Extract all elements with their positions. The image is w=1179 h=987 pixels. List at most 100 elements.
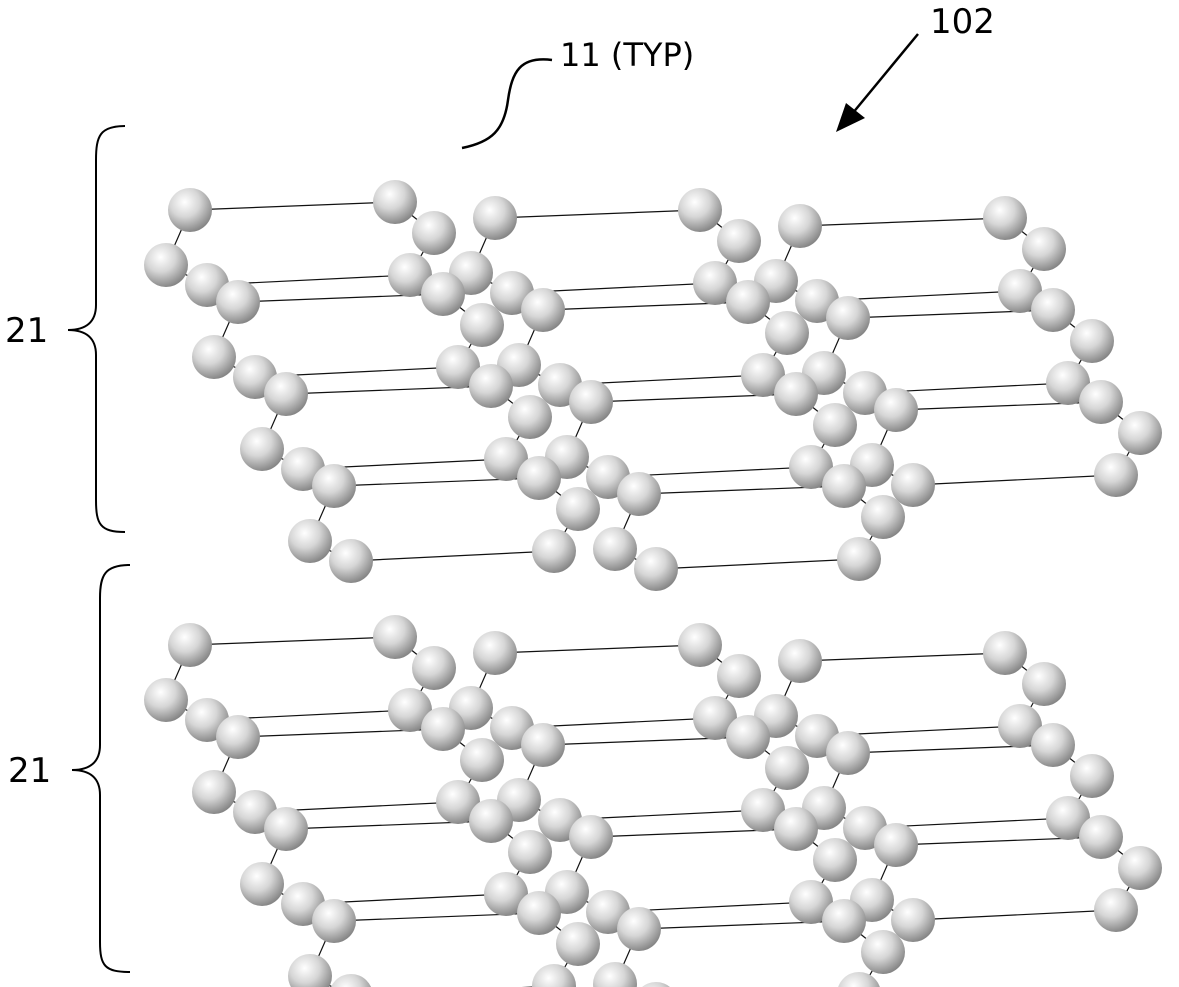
atom-sphere bbox=[330, 974, 372, 987]
atom-sphere bbox=[460, 303, 504, 347]
atom-sphere bbox=[484, 437, 528, 481]
layer-label-top: 21 bbox=[5, 311, 48, 351]
atom-sphere bbox=[874, 388, 918, 432]
atom-sphere bbox=[861, 495, 905, 539]
atom-sphere bbox=[412, 646, 456, 690]
atom-sphere bbox=[726, 715, 770, 759]
atom-sphere bbox=[717, 219, 761, 263]
atom-sphere bbox=[891, 463, 935, 507]
bond-line bbox=[912, 909, 1117, 921]
atom-sphere bbox=[569, 380, 613, 424]
ref-arrow-shaft bbox=[851, 33, 919, 115]
atom-sphere bbox=[774, 807, 818, 851]
layer-brace-top bbox=[67, 125, 126, 533]
atom-sphere bbox=[312, 464, 356, 508]
atom-sphere bbox=[192, 770, 236, 814]
atom-sphere bbox=[1022, 662, 1066, 706]
atom-sphere bbox=[678, 623, 722, 667]
atom-sphere bbox=[532, 964, 576, 987]
atom-sphere bbox=[1046, 796, 1090, 840]
atom-sphere bbox=[789, 445, 833, 489]
atom-sphere bbox=[861, 930, 905, 974]
atom-sphere bbox=[678, 188, 722, 232]
atom-sphere bbox=[312, 899, 356, 943]
atom-sphere bbox=[469, 364, 513, 408]
atom-sphere bbox=[521, 723, 565, 767]
bond-line bbox=[799, 652, 1006, 662]
atom-sphere bbox=[412, 211, 456, 255]
atom-sphere bbox=[822, 899, 866, 943]
atom-sphere bbox=[436, 780, 480, 824]
atom-sphere bbox=[264, 372, 308, 416]
atom-sphere bbox=[998, 704, 1042, 748]
bond-line bbox=[912, 474, 1117, 486]
atom-sphere bbox=[813, 838, 857, 882]
atom-sphere bbox=[1070, 319, 1114, 363]
atom-sphere bbox=[288, 954, 332, 987]
atom-sphere bbox=[826, 296, 870, 340]
atom-sphere bbox=[741, 788, 785, 832]
atom-sphere bbox=[264, 807, 308, 851]
atom-sphere bbox=[517, 891, 561, 935]
atom-sphere bbox=[532, 529, 576, 573]
atom-sphere bbox=[421, 272, 465, 316]
atom-sphere bbox=[778, 639, 822, 683]
atom-sphere bbox=[240, 427, 284, 471]
atom-sphere bbox=[517, 456, 561, 500]
bond-line bbox=[350, 550, 555, 562]
atom-sphere bbox=[1094, 888, 1138, 932]
atom-sphere bbox=[329, 539, 373, 583]
atom-sphere bbox=[144, 678, 188, 722]
bond-line bbox=[799, 217, 1006, 227]
atom-sphere bbox=[838, 972, 880, 987]
atom-sphere bbox=[569, 815, 613, 859]
atom-sphere bbox=[473, 196, 517, 240]
atom-sphere bbox=[436, 345, 480, 389]
atom-sphere bbox=[617, 907, 661, 951]
atom-sphere bbox=[789, 880, 833, 924]
atom-sphere bbox=[508, 395, 552, 439]
atom-sphere bbox=[983, 631, 1027, 675]
atom-sphere bbox=[288, 519, 332, 563]
atom-sphere bbox=[741, 353, 785, 397]
atom-sphere bbox=[484, 872, 528, 916]
atom-sphere bbox=[891, 898, 935, 942]
bond-line bbox=[494, 209, 701, 219]
atom-sphere bbox=[837, 537, 881, 581]
atom-sphere bbox=[168, 188, 212, 232]
atom-sphere bbox=[693, 261, 737, 305]
atom-sphere bbox=[388, 253, 432, 297]
atom-sphere bbox=[240, 862, 284, 906]
atom-sphere bbox=[874, 823, 918, 867]
atom-sphere bbox=[1046, 361, 1090, 405]
bond-line bbox=[655, 558, 860, 570]
atom-sphere bbox=[1079, 380, 1123, 424]
atom-sphere bbox=[421, 707, 465, 751]
atom-sphere bbox=[192, 335, 236, 379]
atom-sphere bbox=[469, 799, 513, 843]
atom-sphere bbox=[1031, 723, 1075, 767]
atom-sphere bbox=[593, 527, 637, 571]
graphene-layer-top bbox=[144, 180, 1162, 591]
atom-sphere bbox=[617, 472, 661, 516]
atom-sphere bbox=[373, 615, 417, 659]
atom-sphere bbox=[593, 962, 637, 987]
atom-sphere bbox=[1022, 227, 1066, 271]
atom-sphere bbox=[1031, 288, 1075, 332]
atom-sphere bbox=[373, 180, 417, 224]
atom-sphere bbox=[1070, 754, 1114, 798]
atom-sphere bbox=[778, 204, 822, 248]
atom-sphere bbox=[1118, 846, 1162, 890]
graphene-layer-bottom bbox=[144, 615, 1162, 987]
bond-line bbox=[189, 201, 396, 211]
atom-sphere bbox=[168, 623, 212, 667]
atom-sphere bbox=[216, 280, 260, 324]
atom-sphere bbox=[388, 688, 432, 732]
bond-line bbox=[494, 644, 701, 654]
atom-sphere bbox=[822, 464, 866, 508]
atom-sphere bbox=[774, 372, 818, 416]
atom-sphere bbox=[473, 631, 517, 675]
atom-sphere bbox=[216, 715, 260, 759]
atom-sphere bbox=[556, 922, 600, 966]
atom-sphere bbox=[556, 487, 600, 531]
